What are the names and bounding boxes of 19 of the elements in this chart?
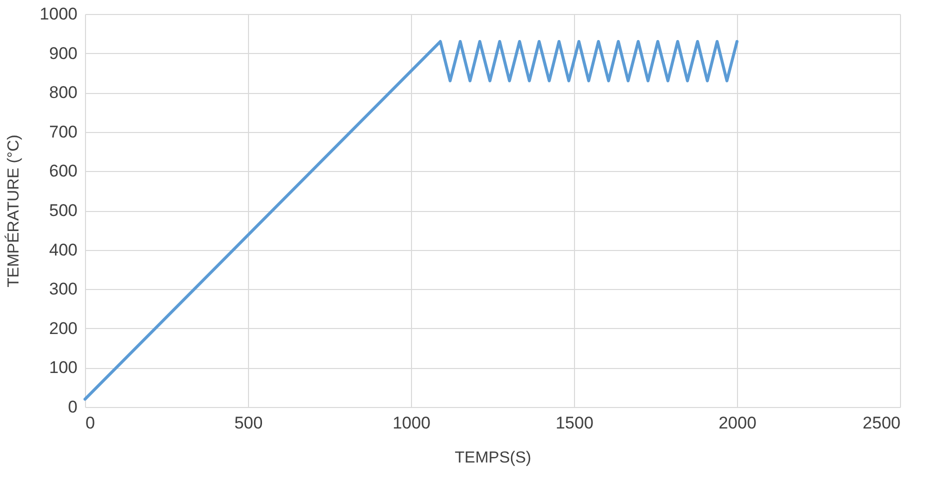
y-tick-label: 300 xyxy=(49,280,78,299)
y-tick-label: 800 xyxy=(49,83,78,102)
y-tick-label: 400 xyxy=(49,240,78,260)
x-tick-label: 0 xyxy=(86,414,95,432)
y-tick-label: 500 xyxy=(49,201,78,220)
y-tick-label: 900 xyxy=(49,44,78,63)
x-tick-label: 1500 xyxy=(556,414,594,432)
y-tick-label: 700 xyxy=(49,122,78,142)
y-tick-label: 1000 xyxy=(40,4,78,24)
x-tick-label: 2500 xyxy=(862,414,900,432)
y-tick-label: 600 xyxy=(49,162,78,181)
y-tick-label: 200 xyxy=(49,318,78,338)
x-tick-label: 1000 xyxy=(392,414,430,432)
y-tick-label: 100 xyxy=(49,358,78,378)
x-tick-label: 2000 xyxy=(718,414,756,432)
x-tick-label: 500 xyxy=(234,414,263,432)
y-tick-label: 0 xyxy=(68,398,78,416)
x-axis-title: TEMPS(S) xyxy=(454,450,532,466)
y-axis-title: TEMPÉRATURE (°C) xyxy=(4,134,23,288)
